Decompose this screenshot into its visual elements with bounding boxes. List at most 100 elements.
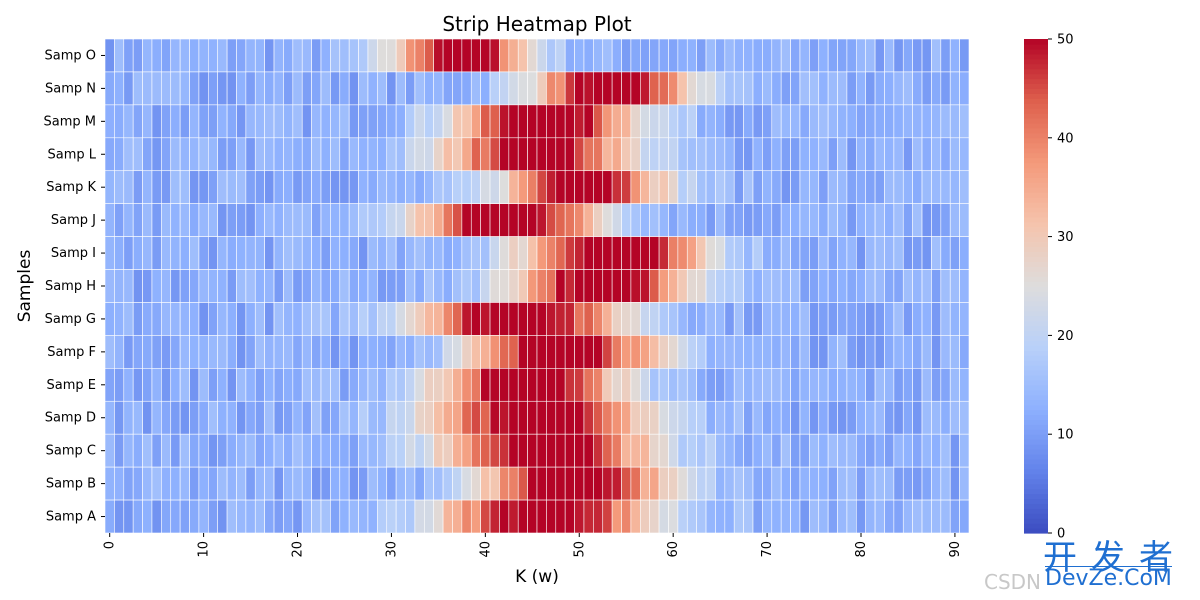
heatmap-cell xyxy=(405,400,416,435)
heatmap-cell xyxy=(386,38,397,73)
heatmap-cell xyxy=(564,137,575,172)
colorbar-segment xyxy=(1024,399,1048,406)
heatmap-cell xyxy=(405,104,416,139)
heatmap-cell xyxy=(527,269,538,303)
heatmap-cell xyxy=(170,170,181,204)
heatmap-cell xyxy=(245,368,256,402)
heatmap-cell xyxy=(799,499,810,534)
heatmap-cell xyxy=(405,269,416,303)
heatmap-cell xyxy=(377,236,388,270)
heatmap-cell xyxy=(348,71,359,106)
heatmap-cell xyxy=(959,203,970,237)
heatmap-cell xyxy=(705,433,716,468)
heatmap-cell xyxy=(893,104,904,139)
heatmap-cell xyxy=(912,236,923,270)
heatmap-cell xyxy=(405,170,416,204)
colorbar-segment xyxy=(1024,63,1048,70)
heatmap-cell xyxy=(686,466,697,501)
heatmap-cell xyxy=(142,269,153,303)
heatmap-cell xyxy=(386,499,397,534)
heatmap-cell xyxy=(686,499,697,534)
heatmap-cell xyxy=(902,38,913,73)
heatmap-cell xyxy=(771,104,782,139)
heatmap-cell xyxy=(602,400,613,435)
heatmap-cell xyxy=(142,400,153,435)
heatmap-cell xyxy=(423,499,434,534)
heatmap-cell xyxy=(189,38,200,73)
heatmap-cell xyxy=(564,302,575,336)
heatmap-cell xyxy=(330,236,341,270)
heatmap-cell xyxy=(818,236,829,270)
heatmap-cell xyxy=(574,38,585,73)
heatmap-cell xyxy=(630,203,641,237)
heatmap-cell xyxy=(752,302,763,336)
heatmap-cell xyxy=(931,433,942,468)
heatmap-cell xyxy=(367,38,378,73)
heatmap-cell xyxy=(330,269,341,303)
heatmap-cell xyxy=(780,203,791,237)
colorbar-segment xyxy=(1024,113,1048,119)
heatmap-cell xyxy=(104,269,115,303)
heatmap-cell xyxy=(461,71,472,106)
colorbar-segment xyxy=(1024,43,1048,50)
heatmap-cell xyxy=(442,236,453,270)
heatmap-cell xyxy=(104,400,115,435)
heatmap-cell xyxy=(273,236,284,270)
heatmap-cell xyxy=(414,368,425,402)
heatmap-cell xyxy=(358,269,369,303)
heatmap-cell xyxy=(715,433,726,468)
heatmap-cell xyxy=(621,137,632,172)
heatmap-cell xyxy=(208,236,218,270)
colorbar-segment xyxy=(1024,414,1048,420)
heatmap-cell xyxy=(715,236,726,270)
heatmap-cell xyxy=(508,466,519,501)
heatmap-cell xyxy=(405,137,416,172)
heatmap-cell xyxy=(893,236,904,270)
heatmap-cell xyxy=(621,236,632,270)
heatmap-cell xyxy=(733,38,744,73)
heatmap-cell xyxy=(884,400,895,435)
heatmap-cell xyxy=(311,335,322,369)
heatmap-cell xyxy=(161,71,172,106)
heatmap-cell xyxy=(536,302,547,336)
colorbar-segment xyxy=(1024,192,1048,198)
heatmap-cell xyxy=(423,368,434,402)
colorbar-segment xyxy=(1024,137,1048,144)
heatmap-cell xyxy=(132,38,143,73)
heatmap-cell xyxy=(658,203,669,237)
heatmap-cell xyxy=(386,400,397,435)
heatmap-cell xyxy=(189,335,200,369)
heatmap-cell xyxy=(809,104,820,139)
heatmap-cell xyxy=(780,137,791,172)
heatmap-cell xyxy=(827,433,838,468)
heatmap-cell xyxy=(743,302,754,336)
heatmap-cell xyxy=(818,104,829,139)
heatmap-cell xyxy=(855,104,866,139)
heatmap-cell xyxy=(677,335,688,369)
heatmap-cell xyxy=(198,236,209,270)
heatmap-cell xyxy=(179,400,190,435)
colorbar-segment xyxy=(1024,147,1048,154)
heatmap-cell xyxy=(884,433,895,468)
heatmap-cell xyxy=(283,368,294,402)
heatmap-cell xyxy=(555,466,566,501)
heatmap-cell xyxy=(254,104,265,139)
heatmap-cell xyxy=(931,269,942,303)
heatmap-cell xyxy=(912,170,923,204)
heatmap-cell xyxy=(123,466,134,501)
heatmap-cell xyxy=(583,368,594,402)
heatmap-cell xyxy=(423,236,434,270)
heatmap-cell xyxy=(423,433,434,468)
heatmap-cell xyxy=(602,302,613,336)
heatmap-cell xyxy=(809,466,820,501)
heatmap-cell xyxy=(912,499,923,534)
heatmap-cell xyxy=(405,203,416,237)
heatmap-cell xyxy=(865,104,876,139)
heatmap-cell xyxy=(161,170,172,204)
heatmap-cell xyxy=(264,104,275,139)
heatmap-cell xyxy=(902,400,913,435)
heatmap-cell xyxy=(264,236,275,270)
heatmap-cell xyxy=(668,71,679,106)
colorbar-segment xyxy=(1024,498,1048,504)
heatmap-cell xyxy=(132,104,143,139)
